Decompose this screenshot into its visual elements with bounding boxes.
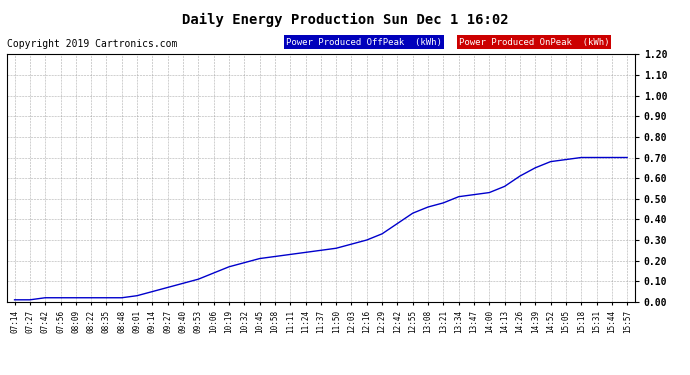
Text: Daily Energy Production Sun Dec 1 16:02: Daily Energy Production Sun Dec 1 16:02 [181,13,509,27]
Text: Copyright 2019 Cartronics.com: Copyright 2019 Cartronics.com [7,39,177,50]
Text: Power Produced OnPeak  (kWh): Power Produced OnPeak (kWh) [459,38,609,46]
Text: Power Produced OffPeak  (kWh): Power Produced OffPeak (kWh) [286,38,442,46]
